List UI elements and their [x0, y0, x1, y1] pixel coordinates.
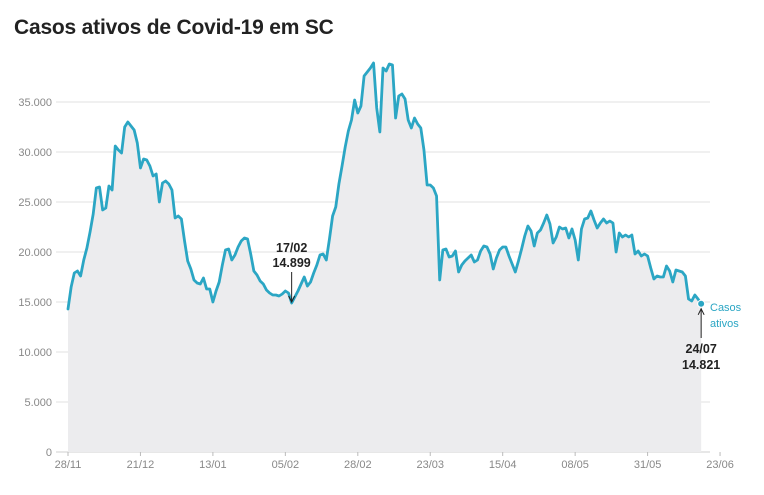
annotation-arrowhead: [288, 295, 296, 304]
x-tick-label: 08/05: [561, 459, 589, 471]
annotation-date-label: 24/07: [686, 342, 717, 356]
annotation-value-label: 14.821: [682, 358, 720, 372]
y-axis: 0 5.000 10.000 15.000 20.000 25.000 30.000 35.0…: [18, 97, 52, 459]
y-tick-label: 15.000: [18, 297, 52, 309]
y-tick-label: 25.000: [18, 197, 52, 209]
x-tick-label: 15/04: [489, 459, 517, 471]
x-tick-label: 28/02: [344, 459, 372, 471]
y-tick-label: 10.000: [18, 347, 52, 359]
end-point-marker: [697, 299, 706, 308]
x-tick-label: 31/05: [634, 459, 662, 471]
series-label: Casos: [710, 302, 742, 314]
x-tick-label: 13/01: [199, 459, 227, 471]
annotation-value-label: 14.899: [273, 256, 311, 270]
x-tick-label: 05/02: [272, 459, 300, 471]
series-label: ativos: [710, 318, 739, 330]
series-line-casos-ativos: [66, 61, 703, 311]
y-tick-label: 20.000: [18, 247, 52, 259]
x-tick-label: 28/11: [55, 459, 82, 471]
y-tick-label: 30.000: [18, 147, 52, 159]
x-tick-label: 23/06: [706, 459, 734, 471]
y-tick-label: 35.000: [18, 97, 52, 109]
y-tick-label: 5.000: [24, 397, 52, 409]
x-tick-label: 21/12: [127, 459, 155, 471]
x-tick-label: 23/03: [416, 459, 444, 471]
area-shape: [68, 63, 702, 452]
area-fill: [68, 63, 702, 452]
chart-title: Casos ativos de Covid-19 em SC: [14, 16, 334, 39]
annotation-arrowhead: [697, 307, 705, 316]
x-axis: 28/11 21/12 13/01 05/02 28/02 23/03 15/04 08/05…: [55, 452, 734, 471]
y-tick-label: 0: [46, 447, 52, 459]
series-line-group: [66, 61, 703, 311]
annotation-date-label: 17/02: [276, 241, 307, 255]
